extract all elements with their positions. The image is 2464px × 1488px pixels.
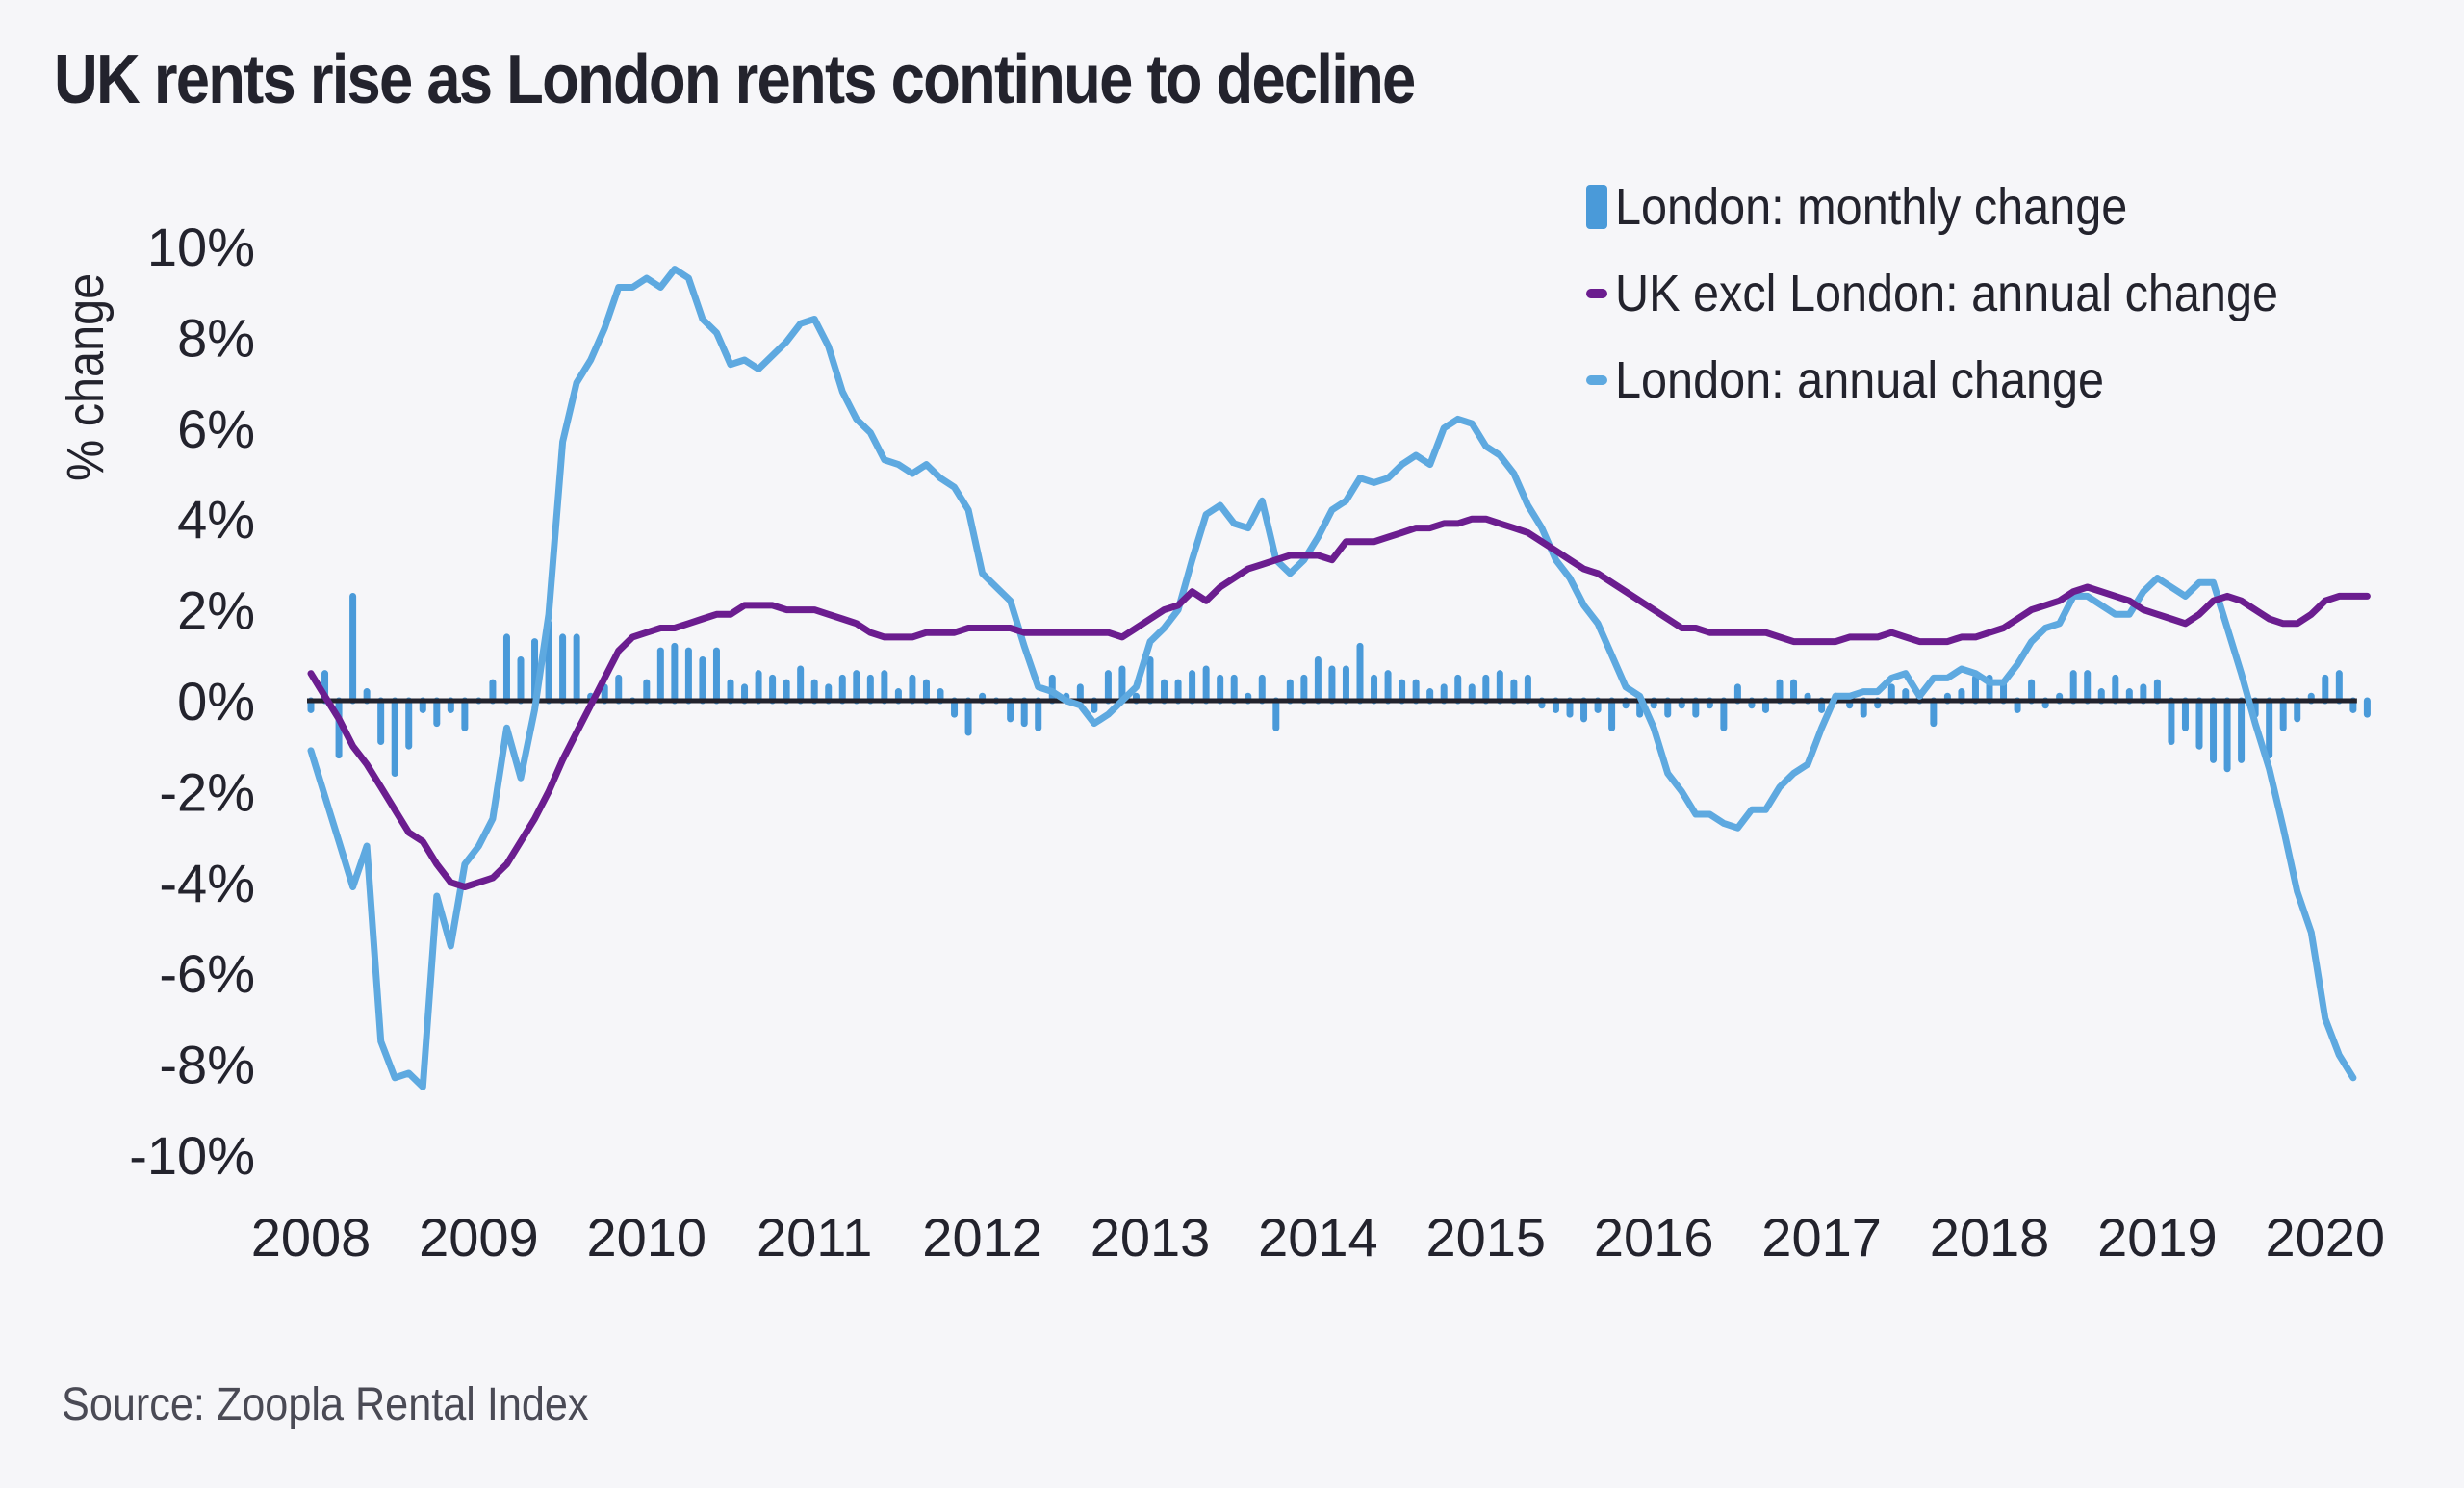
legend-label: London: annual change xyxy=(1615,351,2105,409)
y-tick-label: -4% xyxy=(159,853,255,913)
x-tick-label: 2014 xyxy=(1258,1207,1378,1268)
x-tick-label: 2015 xyxy=(1426,1207,1547,1268)
x-tick-label: 2010 xyxy=(587,1207,707,1268)
y-tick-label: -2% xyxy=(159,761,255,822)
legend-item-uk-excl-london: UK excl London: annual change xyxy=(1586,250,2352,337)
x-tick-label: 2012 xyxy=(922,1207,1042,1268)
series-lines xyxy=(307,266,2371,1090)
y-tick-label: 4% xyxy=(177,489,255,550)
x-tick-label: 2011 xyxy=(757,1207,872,1268)
legend-item-london-monthly: London: monthly change xyxy=(1586,164,2352,250)
x-tick-label: 2017 xyxy=(1761,1207,1882,1268)
x-tick-label: 2009 xyxy=(419,1207,539,1268)
y-tick-label: 6% xyxy=(177,398,255,459)
legend-item-london-annual: London: annual change xyxy=(1586,337,2352,423)
x-tick-label: 2018 xyxy=(1930,1207,2050,1268)
y-tick-label: -8% xyxy=(159,1035,255,1095)
uk-excl-london-annual-changeline xyxy=(307,515,2371,890)
legend: London: monthly change UK excl London: a… xyxy=(1586,164,2352,423)
chart-title: UK rents rise as London rents continue t… xyxy=(54,41,1416,118)
x-axis-ticks: 2008 2009 2010 2011 2012 2013 2014 2015 2016 2017… xyxy=(251,1207,2385,1268)
y-tick-label: 0% xyxy=(177,671,255,731)
x-tick-label: 2019 xyxy=(2097,1207,2218,1268)
y-tick-label: -10% xyxy=(129,1125,255,1186)
y-axis-ticks: 10% 8% 6% 4% 2% 0% -2% -4% -6% -8% -10% xyxy=(129,217,255,1186)
x-tick-label: 2008 xyxy=(251,1207,372,1268)
legend-swatch-line xyxy=(1586,289,1607,298)
y-tick-label: 10% xyxy=(147,217,255,277)
y-tick-label: -6% xyxy=(159,943,255,1004)
source-note: Source: Zoopla Rental Index xyxy=(62,1379,589,1430)
x-tick-label: 2016 xyxy=(1594,1207,1714,1268)
legend-swatch-bar xyxy=(1586,185,1607,229)
legend-label: London: monthly change xyxy=(1615,178,2128,236)
legend-swatch-line xyxy=(1586,375,1607,385)
x-tick-label: 2020 xyxy=(2266,1207,2386,1268)
y-tick-label: 2% xyxy=(177,580,255,641)
legend-label: UK excl London: annual change xyxy=(1615,265,2279,322)
x-tick-label: 2013 xyxy=(1091,1207,1211,1268)
london-annual-changeline xyxy=(307,266,2357,1090)
y-tick-label: 8% xyxy=(177,307,255,368)
